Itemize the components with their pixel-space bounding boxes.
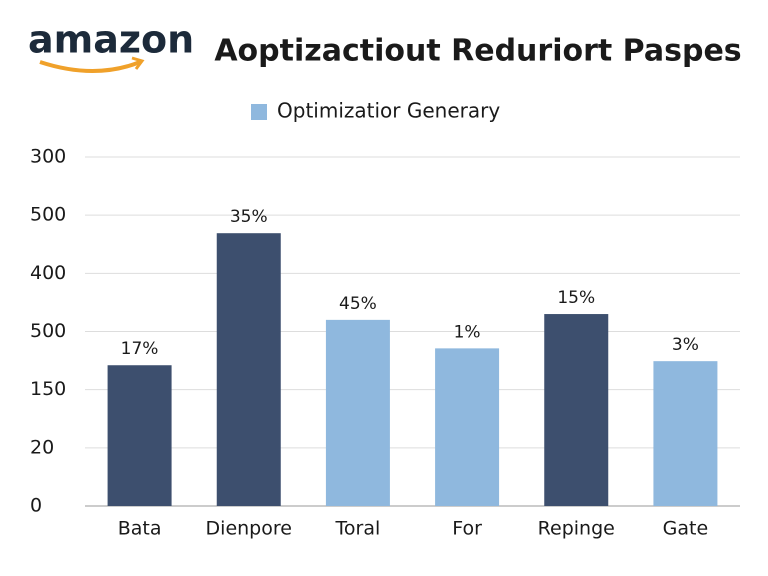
y-tick-label: 400 <box>30 262 66 284</box>
x-tick-label: For <box>452 518 482 540</box>
x-tick-label: Bata <box>118 518 162 540</box>
logo: amazon <box>28 18 194 62</box>
bar-label: 35% <box>230 207 268 227</box>
y-tick-label: 500 <box>30 320 66 342</box>
bar-label: 1% <box>454 322 481 342</box>
chart-title: Aoptizactiout Reduriort Paspes <box>214 34 741 69</box>
logo-arrow <box>131 56 145 70</box>
y-tick-label: 0 <box>30 495 42 517</box>
y-tick-label: 150 <box>30 378 66 400</box>
y-tick-label: 20 <box>30 436 54 458</box>
bar-label: 15% <box>557 288 595 308</box>
bar <box>325 319 390 506</box>
x-tick-label: Gate <box>663 518 709 540</box>
bar <box>216 233 281 506</box>
x-tick-label: Toral <box>335 518 381 540</box>
legend-swatch <box>251 104 267 120</box>
bar <box>107 365 172 506</box>
bar-label: 17% <box>121 339 159 359</box>
y-tick-label: 300 <box>30 146 66 168</box>
legend-label: Optimizatior Generary <box>277 99 500 123</box>
bar-label: 45% <box>339 294 377 314</box>
bar <box>653 361 718 506</box>
x-tick-label: Repinge <box>538 518 615 540</box>
bar <box>544 314 609 506</box>
bar-label: 3% <box>672 335 699 355</box>
bar <box>435 348 500 506</box>
x-tick-label: Dienpore <box>206 518 292 540</box>
logo-smile <box>39 60 141 73</box>
y-tick-label: 500 <box>30 204 66 226</box>
